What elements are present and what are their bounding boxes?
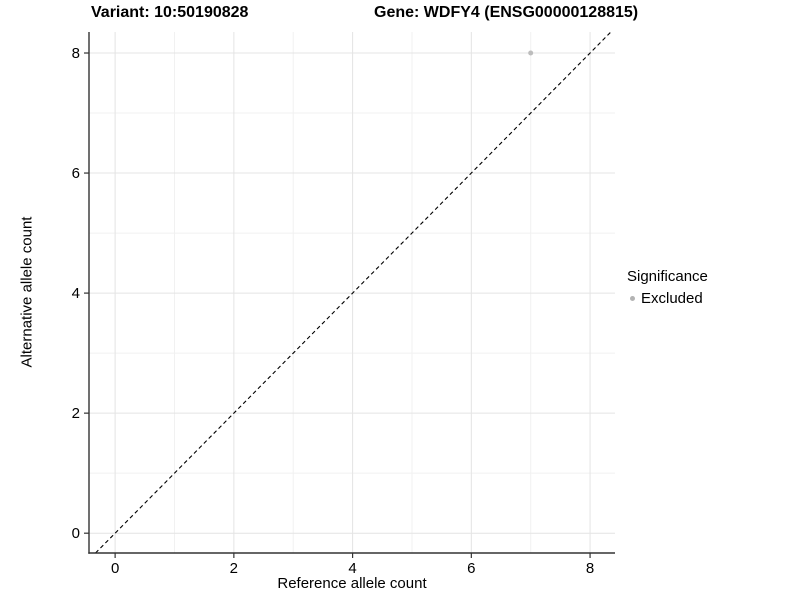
x-tick-label: 0 — [111, 560, 119, 577]
identity-reference-line — [95, 31, 612, 554]
variant-title: Variant: 10:50190828 — [91, 4, 249, 21]
y-tick-label: 0 — [72, 525, 80, 542]
y-axis-label: Alternative allele count — [18, 216, 36, 368]
x-axis-label: Reference allele count — [277, 575, 427, 592]
y-tick-label: 8 — [72, 45, 80, 62]
gene-title: Gene: WDFY4 (ENSG00000128815) — [374, 4, 639, 21]
y-tick-label: 6 — [72, 165, 80, 182]
legend-title: Significance — [627, 268, 708, 285]
data-point — [528, 50, 534, 56]
excluded-point-icon — [630, 296, 635, 301]
x-tick-label: 6 — [467, 560, 475, 577]
legend-entry-label: Excluded — [641, 290, 703, 307]
y-tick-label: 2 — [72, 405, 80, 422]
x-tick-label: 4 — [348, 560, 356, 577]
x-tick-label: 8 — [586, 560, 594, 577]
legend-entry-excluded: Excluded — [627, 290, 708, 307]
legend: Significance Excluded — [627, 268, 708, 307]
x-tick-label: 2 — [230, 560, 238, 577]
y-tick-label: 4 — [72, 285, 80, 302]
